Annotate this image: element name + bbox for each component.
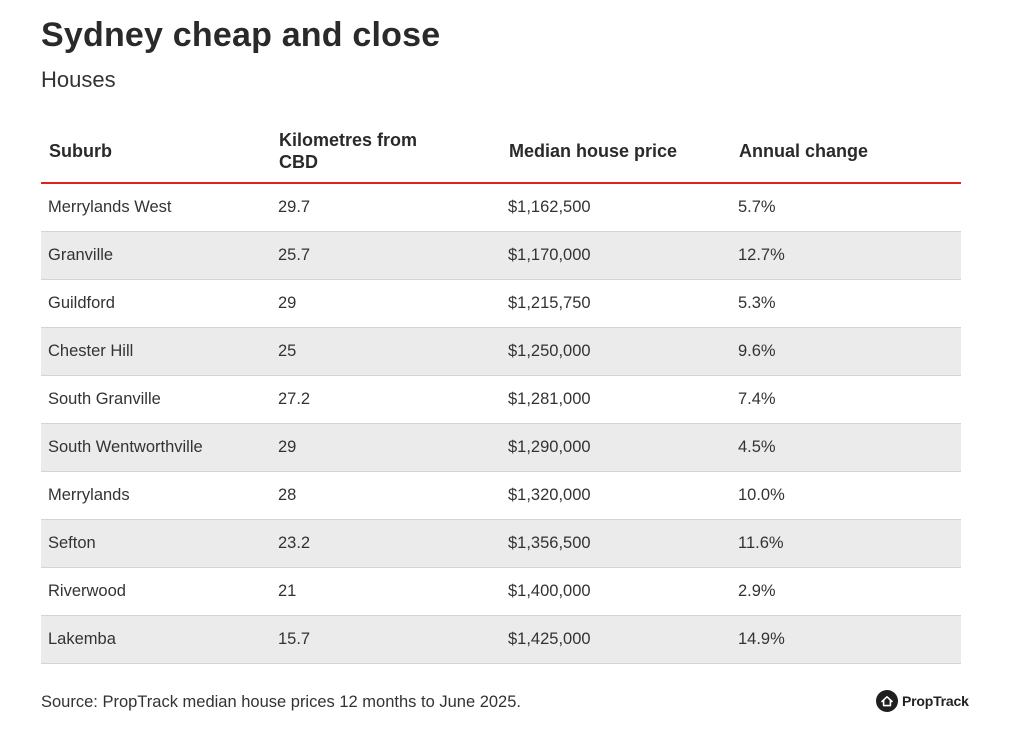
table-cell: 5.3% xyxy=(731,279,961,328)
table-cell: South Wentworthville xyxy=(41,423,271,472)
table-row: Chester Hill 25 $1,250,000 9.6% xyxy=(41,327,961,376)
table-row: Guildford 29 $1,215,750 5.3% xyxy=(41,279,961,328)
table-cell: 29 xyxy=(271,423,501,472)
table-cell: 29 xyxy=(271,279,501,328)
table-cell: 5.7% xyxy=(731,183,961,232)
column-header: Annual change xyxy=(739,141,869,161)
table-row: Merrylands 28 $1,320,000 10.0% xyxy=(41,471,961,520)
table-cell: Riverwood xyxy=(41,567,271,616)
table-cell: Granville xyxy=(41,231,271,280)
table-cell: 7.4% xyxy=(731,375,961,424)
table-cell: $1,162,500 xyxy=(501,183,731,232)
proptrack-house-icon xyxy=(876,690,898,712)
table-cell: 27.2 xyxy=(271,375,501,424)
table-cell: Merrylands West xyxy=(41,183,271,232)
table-cell: 25.7 xyxy=(271,231,501,280)
table-cell: $1,400,000 xyxy=(501,567,731,616)
table-cell: $1,215,750 xyxy=(501,279,731,328)
table-cell: South Granville xyxy=(41,375,271,424)
table-cell: Guildford xyxy=(41,279,271,328)
table-row: South Wentworthville 29 $1,290,000 4.5% xyxy=(41,423,961,472)
source-note: Source: PropTrack median house prices 12… xyxy=(41,693,521,711)
table-cell: $1,425,000 xyxy=(501,615,731,664)
table-cell: 28 xyxy=(271,471,501,520)
table-cell: 10.0% xyxy=(731,471,961,520)
table-cell: 2.9% xyxy=(731,567,961,616)
table-cell: 12.7% xyxy=(731,231,961,280)
data-table-container: Suburb Kilometres from CBD Median house pr… xyxy=(41,120,961,664)
table-cell: $1,320,000 xyxy=(501,471,731,520)
table-row: Merrylands West 29.7 $1,162,500 5.7% xyxy=(41,183,961,232)
table-row: South Granville 27.2 $1,281,000 7.4% xyxy=(41,375,961,424)
table-header-row: Suburb Kilometres from CBD Median house pr… xyxy=(41,120,961,183)
table-cell: 11.6% xyxy=(731,519,961,568)
table-cell: Chester Hill xyxy=(41,327,271,376)
table-cell: 29.7 xyxy=(271,183,501,232)
brand-name: PropTrack xyxy=(902,693,969,709)
chart-title: Sydney cheap and close xyxy=(41,16,441,54)
table-cell: 4.5% xyxy=(731,423,961,472)
column-header: Median house price xyxy=(509,141,678,161)
table-row: Granville 25.7 $1,170,000 12.7% xyxy=(41,231,961,280)
table-cell: $1,281,000 xyxy=(501,375,731,424)
column-header: Suburb xyxy=(49,141,112,161)
table-cell: $1,250,000 xyxy=(501,327,731,376)
table-cell: 23.2 xyxy=(271,519,501,568)
table-row: Lakemba 15.7 $1,425,000 14.9% xyxy=(41,615,961,664)
table-row: Riverwood 21 $1,400,000 2.9% xyxy=(41,567,961,616)
table-cell: 14.9% xyxy=(731,615,961,664)
table-row: Sefton 23.2 $1,356,500 11.6% xyxy=(41,519,961,568)
data-table: Suburb Kilometres from CBD Median house pr… xyxy=(41,120,961,664)
table-cell: Merrylands xyxy=(41,471,271,520)
table-cell: 21 xyxy=(271,567,501,616)
table-cell: $1,356,500 xyxy=(501,519,731,568)
table-cell: Sefton xyxy=(41,519,271,568)
table-cell: 9.6% xyxy=(731,327,961,376)
table-cell: 15.7 xyxy=(271,615,501,664)
proptrack-logo: PropTrack xyxy=(876,690,969,712)
table-cell: 25 xyxy=(271,327,501,376)
column-header: Kilometres from CBD xyxy=(279,130,418,172)
table-cell: Lakemba xyxy=(41,615,271,664)
table-cell: $1,290,000 xyxy=(501,423,731,472)
table-cell: $1,170,000 xyxy=(501,231,731,280)
table-body: Merrylands West 29.7 $1,162,500 5.7% Granvil… xyxy=(41,183,961,664)
chart-subtitle: Houses xyxy=(41,67,116,92)
